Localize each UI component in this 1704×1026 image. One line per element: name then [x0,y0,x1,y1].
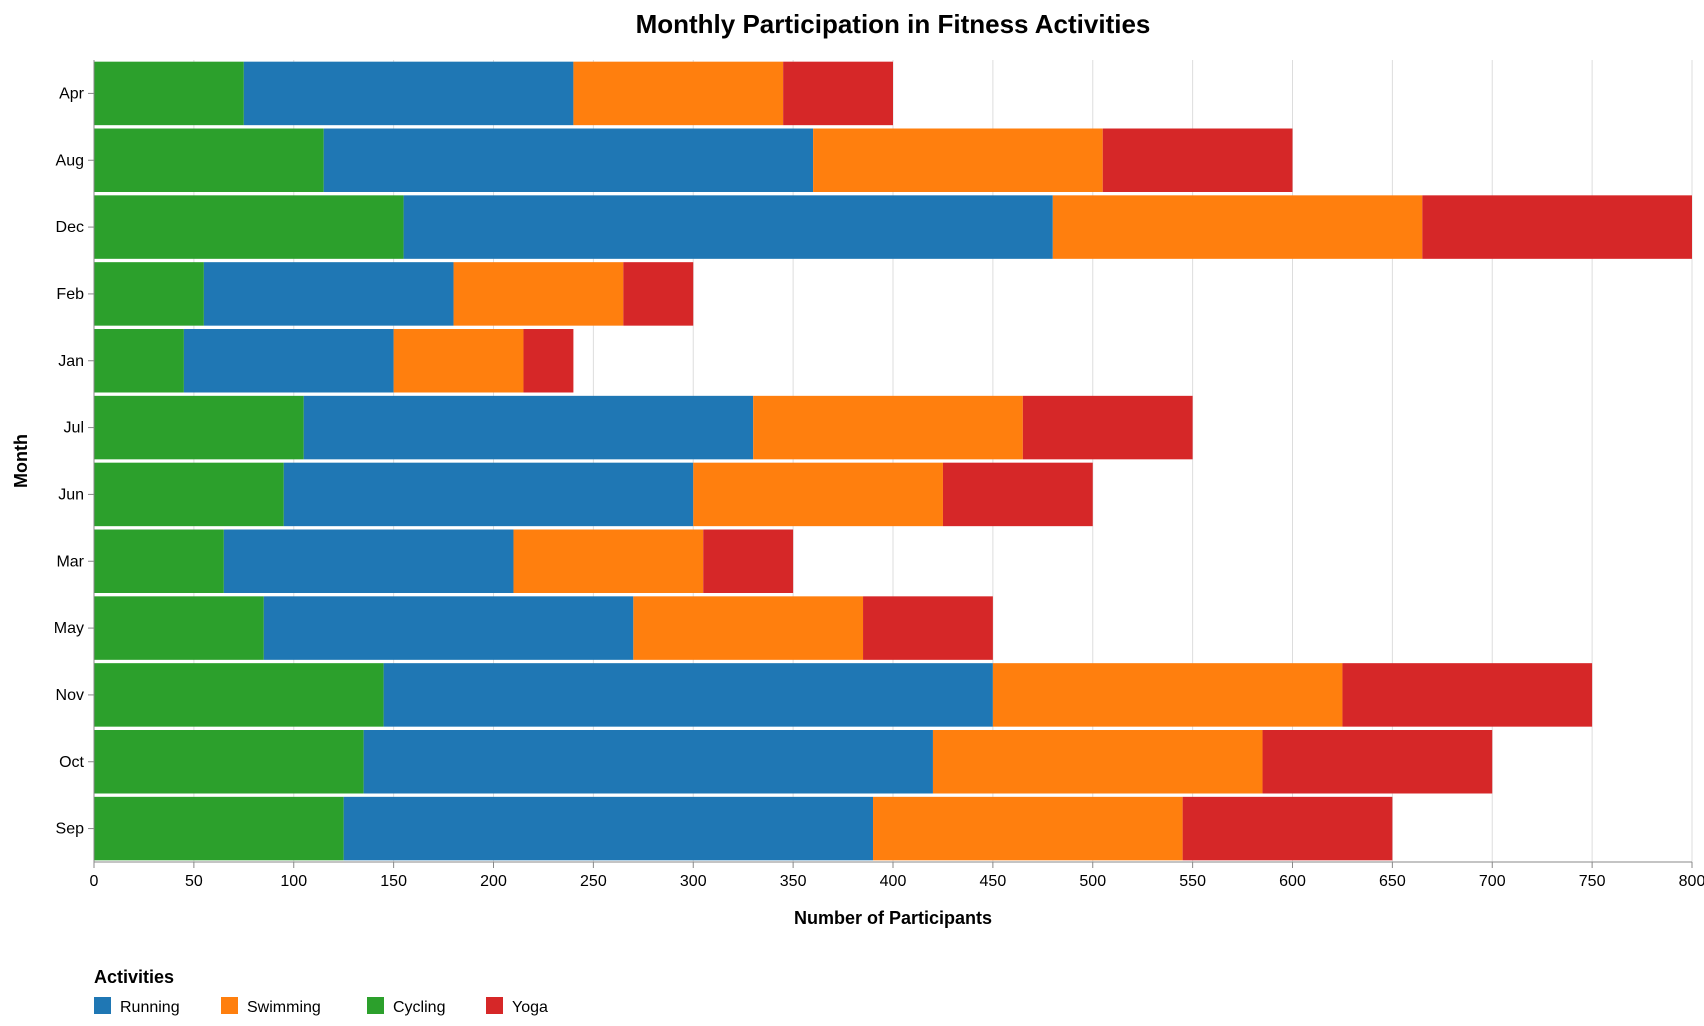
x-axis-title: Number of Participants [794,908,992,928]
axes: 0 50 100 150 200 250 300 350 400 450 500 550 600 650 7… [54,60,1704,890]
bar-swimming-jan [393,329,524,393]
x-tick-label: 250 [580,873,607,890]
y-tick-label: Sep [56,821,85,838]
x-tick-label: 150 [380,873,407,890]
bar-yoga-apr [783,61,893,126]
bar-swimming-oct [932,730,1263,794]
legend-swatch-yoga [486,997,503,1014]
bar-yoga-aug [1102,128,1293,192]
bars [94,61,1692,861]
bar-cycling-oct [94,730,364,794]
legend: Activities Running Swimming Cycling Yoga [94,967,548,1016]
x-tick-label: 200 [480,873,507,890]
x-tick-label: 300 [680,873,707,890]
x-tick-label: 700 [1479,873,1506,890]
bar-cycling-sep [94,796,344,861]
bar-swimming-apr [573,61,784,126]
legend-swatch-cycling [367,997,384,1014]
bar-swimming-may [633,596,864,660]
x-tick-label: 0 [90,873,99,890]
y-tick-label: Dec [56,219,84,236]
bar-running-jun [283,462,694,527]
x-tick-label: 650 [1379,873,1406,890]
bar-running-aug [323,128,814,192]
bar-running-nov [383,663,993,727]
x-tick-label: 350 [780,873,807,890]
bar-yoga-sep [1182,796,1393,861]
bar-swimming-sep [873,796,1183,861]
y-tick-label: Jun [58,486,84,503]
grid [93,60,1693,862]
bar-yoga-nov [1342,663,1593,727]
bar-swimming-jul [753,395,1023,460]
x-tick-label: 400 [880,873,907,890]
y-tick-label: May [54,620,84,637]
bar-swimming-nov [992,663,1343,727]
bar-yoga-jan [523,329,574,393]
chart-title: Monthly Participation in Fitness Activit… [636,9,1151,39]
legend-swatch-swimming [221,997,238,1014]
bar-cycling-may [94,596,264,660]
x-tick-label: 800 [1679,873,1704,890]
legend-label-swimming: Swimming [247,999,321,1016]
legend-title: Activities [94,967,174,987]
bar-swimming-mar [513,529,704,593]
legend-swatch-running [94,997,111,1014]
y-tick-label: Jan [58,353,84,370]
bar-cycling-apr [94,61,244,126]
bar-running-mar [223,529,514,593]
bar-cycling-jan [94,329,184,393]
bar-running-feb [203,262,454,326]
bar-cycling-aug [94,128,324,192]
bar-running-jul [303,395,754,460]
bar-cycling-jul [94,395,304,460]
y-tick-label: Feb [56,286,84,303]
bar-cycling-nov [94,663,384,727]
y-tick-label: Apr [59,85,85,102]
x-tick-label: 50 [185,873,203,890]
bar-cycling-jun [94,462,284,527]
bar-swimming-jun [693,462,943,527]
y-tick-label: Nov [56,687,84,704]
bar-running-jan [183,329,394,393]
x-tick-label: 550 [1179,873,1206,890]
bar-swimming-aug [813,128,1103,192]
y-tick-label: Oct [59,754,84,771]
y-tick-label: Aug [56,152,84,169]
legend-label-cycling: Cycling [393,999,445,1016]
x-tick-label: 100 [280,873,307,890]
legend-label-running: Running [120,999,180,1016]
y-tick-label: Mar [56,553,84,570]
bar-yoga-dec [1422,195,1692,259]
bar-running-dec [403,195,1053,259]
bar-running-sep [343,796,874,861]
bar-running-oct [363,730,933,794]
bar-running-apr [243,61,574,126]
bar-yoga-may [863,596,993,660]
bar-yoga-jun [942,462,1093,527]
bar-yoga-feb [623,262,694,326]
legend-label-yoga: Yoga [512,999,548,1016]
bar-cycling-feb [94,262,204,326]
x-tick-label: 450 [980,873,1007,890]
bar-cycling-dec [94,195,404,259]
bar-cycling-mar [94,529,224,593]
x-tick-label: 750 [1579,873,1606,890]
x-tick-label: 500 [1079,873,1106,890]
x-tick-label: 600 [1279,873,1306,890]
bar-yoga-jul [1022,395,1193,460]
bar-swimming-feb [453,262,624,326]
y-tick-label: Jul [64,420,84,437]
y-axis-title: Month [11,434,31,488]
bar-yoga-oct [1262,730,1493,794]
bar-yoga-mar [703,529,794,593]
bar-swimming-dec [1052,195,1423,259]
bar-running-may [263,596,634,660]
